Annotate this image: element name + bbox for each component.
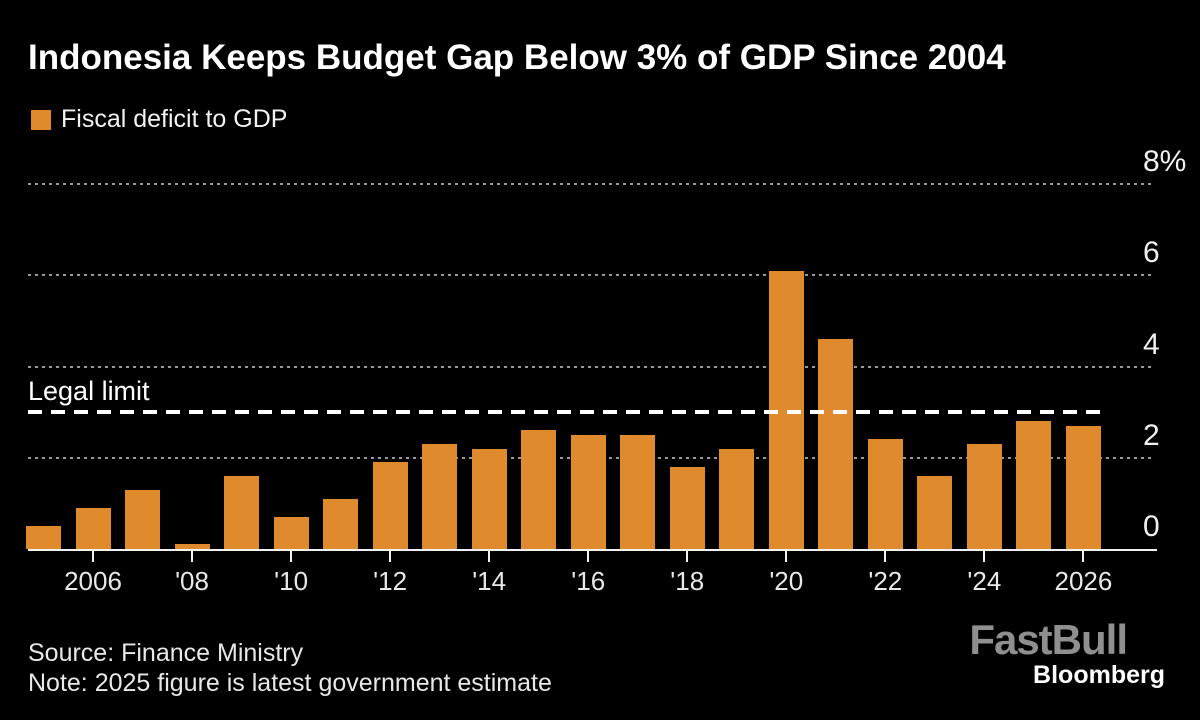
y-axis-label-2: 2	[1143, 418, 1160, 452]
bar-2011	[323, 499, 359, 549]
gridline-6	[28, 274, 1155, 277]
bar-2007	[125, 490, 161, 549]
legend-label: Fiscal deficit to GDP	[61, 105, 288, 133]
x-axis-label-2022: '22	[868, 566, 903, 596]
fastbull-logo: FastBull	[969, 616, 1128, 663]
gridline-4	[28, 365, 1155, 368]
bar-2022	[867, 439, 903, 549]
x-tick-2010	[290, 551, 293, 562]
x-tick-2006	[92, 551, 95, 562]
x-axis-label-2014: '14	[472, 566, 507, 596]
bar-2013	[422, 444, 458, 549]
x-tick-2014	[488, 551, 491, 562]
bar-2010	[273, 517, 309, 549]
x-tick-2008	[191, 551, 194, 562]
x-tick-2026	[1082, 551, 1085, 562]
bar-2012	[372, 462, 408, 549]
bar-2026	[1065, 426, 1101, 549]
y-axis-label-6: 6	[1143, 236, 1160, 270]
x-axis-label-2026: 2026	[1054, 566, 1113, 596]
bar-2005	[26, 526, 61, 549]
x-axis-label-2018: '18	[670, 566, 705, 596]
legend-swatch-icon	[31, 109, 51, 130]
bar-2014	[471, 449, 507, 549]
gridline-8	[28, 183, 1155, 185]
bloomberg-logo: Bloomberg	[1033, 661, 1165, 689]
x-axis-label-2008: '08	[175, 566, 209, 596]
y-axis-label-4: 4	[1143, 327, 1160, 361]
x-axis-baseline	[28, 549, 1157, 551]
x-tick-2012	[389, 551, 392, 562]
x-axis-label-2016: '16	[571, 566, 606, 596]
legend: Fiscal deficit to GDP	[31, 107, 287, 132]
bar-2017	[620, 435, 656, 549]
x-tick-2016	[587, 551, 590, 562]
bar-2016	[570, 435, 606, 549]
legal-limit-dashed-line	[28, 410, 1105, 415]
bar-2018	[669, 467, 705, 549]
bar-2023	[917, 476, 953, 549]
legal-limit-label: Legal limit	[28, 376, 150, 407]
bar-2025	[1016, 421, 1052, 549]
bar-2006	[75, 508, 111, 549]
bar-2008	[174, 544, 210, 549]
note-text: Note: 2025 figure is latest government e…	[28, 669, 552, 697]
x-axis-label-2020: '20	[769, 566, 804, 596]
bar-2024	[966, 444, 1002, 549]
y-axis-label-0: 0	[1143, 510, 1160, 543]
x-tick-2018	[686, 551, 689, 562]
source-text: Source: Finance Ministry	[28, 639, 304, 667]
chart-title: Indonesia Keeps Budget Gap Below 3% of G…	[28, 38, 1006, 77]
x-axis-label-2012: '12	[373, 566, 408, 596]
bar-2019	[719, 449, 755, 549]
x-tick-2020	[785, 551, 788, 562]
x-tick-2024	[983, 551, 986, 562]
bar-2015	[521, 430, 557, 549]
bar-2021	[818, 339, 854, 549]
x-axis-label-2024: '24	[967, 566, 1002, 596]
x-axis-label-2006: 2006	[64, 566, 122, 596]
x-tick-2022	[884, 551, 887, 562]
x-axis-label-2010: '10	[274, 566, 309, 596]
y-axis-label-8: 8%	[1143, 145, 1187, 178]
bar-2009	[224, 476, 260, 549]
bar-2020	[768, 271, 804, 549]
